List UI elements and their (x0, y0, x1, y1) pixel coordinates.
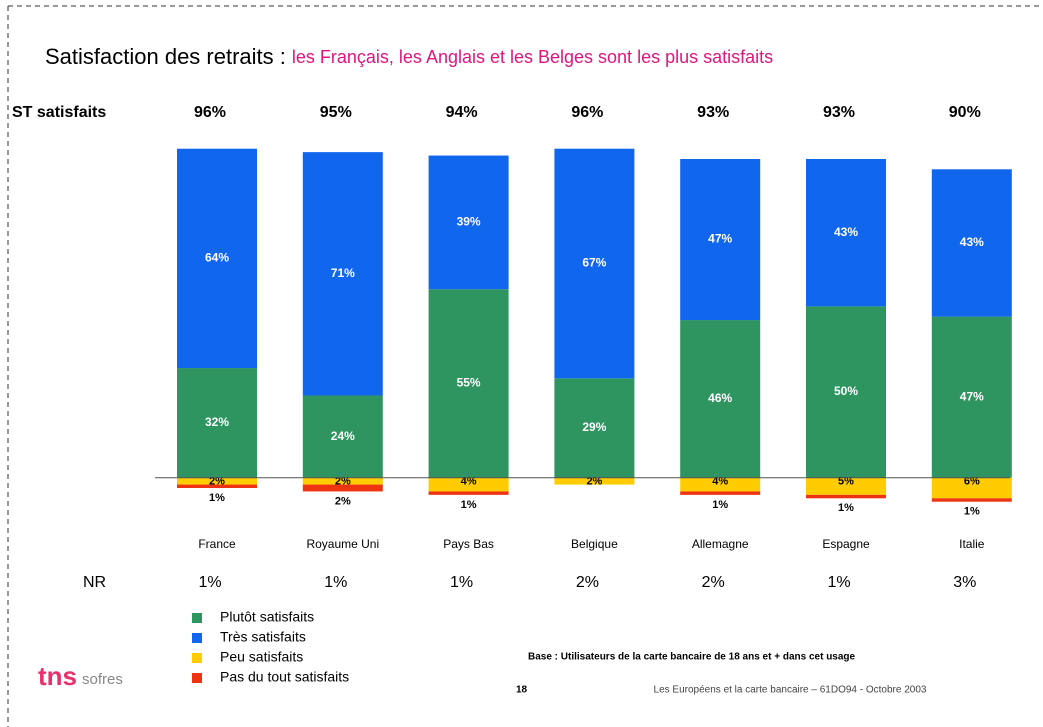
legend-label: Pas du tout satisfaits (220, 669, 349, 685)
bar-segment (302, 395, 383, 478)
total-label: 94% (446, 104, 478, 121)
x-tick-label: Royaume Uni (306, 537, 379, 551)
data-label: 2% (586, 476, 602, 488)
data-label: 71% (331, 266, 355, 280)
nr-value: 1% (827, 574, 850, 591)
chart-title: Satisfaction des retraits : (45, 44, 286, 69)
bar-segment (806, 158, 886, 307)
nr-label: NR (83, 574, 106, 591)
data-label: 2% (335, 495, 351, 507)
bar-segment (428, 491, 509, 495)
bar-segment (806, 306, 886, 478)
title-line: Satisfaction des retraits : les Français,… (45, 44, 773, 69)
data-label: 4% (712, 476, 728, 488)
x-tick-label: Allemagne (692, 537, 749, 551)
legend-label: Très satisfaits (220, 629, 306, 645)
bar-segment (177, 368, 257, 478)
total-label: 96% (194, 104, 226, 121)
data-label: 5% (838, 476, 854, 488)
bar-segment (554, 477, 635, 485)
bar-segment (302, 484, 383, 492)
bar-segment (806, 477, 886, 495)
total-label: 93% (823, 104, 855, 121)
data-label: 46% (708, 391, 732, 405)
bar-segment (931, 477, 1012, 499)
nr-value: 1% (450, 574, 473, 591)
data-label: 1% (964, 506, 980, 518)
legend-swatch (192, 673, 202, 683)
nr-value: 2% (702, 574, 725, 591)
data-label: 67% (582, 256, 606, 270)
data-label: 43% (960, 235, 984, 249)
x-tick-label: France (198, 537, 236, 551)
data-label: 47% (960, 389, 984, 403)
logo-sub: sofres (82, 671, 123, 688)
x-tick-label: Italie (959, 537, 985, 551)
logo-main: tns (38, 661, 77, 691)
data-label: 29% (582, 420, 606, 434)
bar-segment (931, 169, 1012, 317)
x-tick-label: Pays Bas (443, 537, 494, 551)
data-label: 43% (834, 225, 858, 239)
data-label: 55% (457, 376, 481, 390)
bar-segment (554, 148, 635, 379)
legend-swatch (192, 633, 202, 643)
bar-segment (680, 477, 761, 492)
bar-segment (428, 477, 509, 492)
x-tick-label: Espagne (822, 537, 870, 551)
nr-value: 3% (953, 574, 976, 591)
data-label: 1% (209, 492, 225, 504)
page-number: 18 (516, 685, 528, 696)
total-label: 90% (949, 104, 981, 121)
legend-label: Peu satisfaits (220, 649, 303, 665)
legend-label: Plutôt satisfaits (220, 609, 314, 625)
data-label: 39% (457, 215, 481, 229)
bar-segment (806, 494, 886, 499)
x-tick-label: Belgique (571, 537, 618, 551)
nr-value: 2% (576, 574, 599, 591)
legend-swatch (192, 653, 202, 663)
bar-segment (931, 316, 1012, 478)
nr-value: 1% (324, 574, 347, 591)
bar-segment (680, 491, 761, 495)
footer: Les Européens et la carte bancaire – 61D… (654, 685, 927, 696)
bar-segment (177, 484, 257, 489)
data-label: 32% (205, 415, 229, 429)
bar-segment (554, 378, 635, 478)
data-label: 50% (834, 384, 858, 398)
total-label: 96% (571, 104, 603, 121)
bar-segment (177, 477, 257, 485)
bar-segment (428, 155, 509, 290)
data-label: 64% (205, 251, 229, 265)
data-label: 4% (461, 476, 477, 488)
chart-subtitle: les Français, les Anglais et les Belges … (292, 47, 773, 67)
bar-segment (931, 498, 1012, 502)
data-label: 24% (331, 429, 355, 443)
data-label: 1% (461, 499, 477, 511)
total-label: 95% (320, 104, 352, 121)
data-label: 1% (838, 502, 854, 514)
nr-value: 1% (198, 574, 221, 591)
totals-label: ST satisfaits (12, 104, 106, 121)
bar-segment (428, 289, 509, 478)
bar-segment (680, 158, 761, 321)
bar-segment (302, 152, 383, 396)
legend-swatch (192, 613, 202, 623)
bar-segment (177, 148, 257, 369)
data-label: 47% (708, 232, 732, 246)
bar-segment (680, 320, 761, 478)
data-label: 6% (964, 476, 980, 488)
bar-segment (302, 477, 383, 485)
data-label: 1% (712, 499, 728, 511)
base-note: Base : Utilisateurs de la carte bancaire… (528, 652, 856, 663)
total-label: 93% (697, 104, 729, 121)
